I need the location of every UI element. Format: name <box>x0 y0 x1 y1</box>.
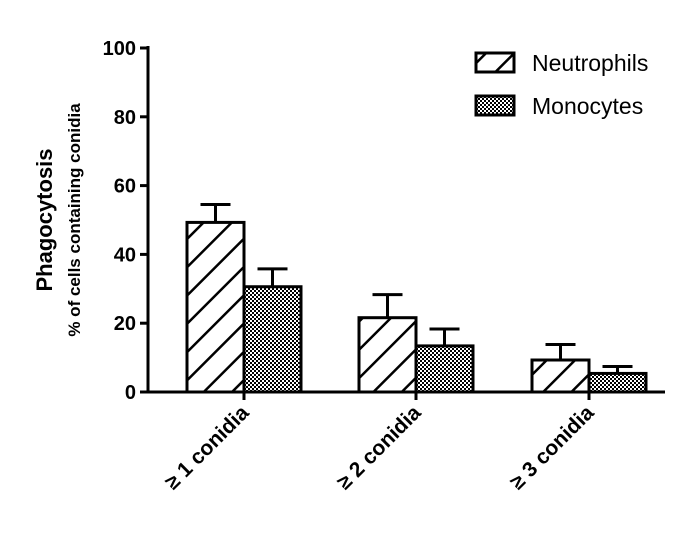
y-tick-label: 80 <box>114 107 136 129</box>
x-tick-label: ≥ 1 conidia <box>161 401 254 494</box>
y-tick-label: 20 <box>114 313 136 335</box>
x-tick-label: ≥ 3 conidia <box>506 401 599 494</box>
legend-swatch <box>474 94 516 117</box>
bar <box>185 220 246 394</box>
y-tick-label: 100 <box>103 38 136 60</box>
y-axis-title-sub: % of cells containing conidia <box>65 103 84 337</box>
y-axis-title-main: Phagocytosis <box>32 148 57 291</box>
legend: Neutrophils Monocytes <box>474 50 648 119</box>
y-axis-title: Phagocytosis % of cells containing conid… <box>32 103 84 337</box>
legend-swatch <box>474 51 516 74</box>
bar <box>414 344 475 394</box>
bar <box>242 285 303 394</box>
legend-label: Monocytes <box>532 93 643 119</box>
y-tick-label: 0 <box>125 382 136 404</box>
x-tick-label: ≥ 2 conidia <box>333 401 426 494</box>
bar <box>530 358 591 394</box>
y-tick-label: 40 <box>114 244 136 266</box>
legend-label: Neutrophils <box>532 50 648 76</box>
y-tick-label: 60 <box>114 176 136 198</box>
bar <box>587 371 648 394</box>
bar <box>357 316 418 394</box>
